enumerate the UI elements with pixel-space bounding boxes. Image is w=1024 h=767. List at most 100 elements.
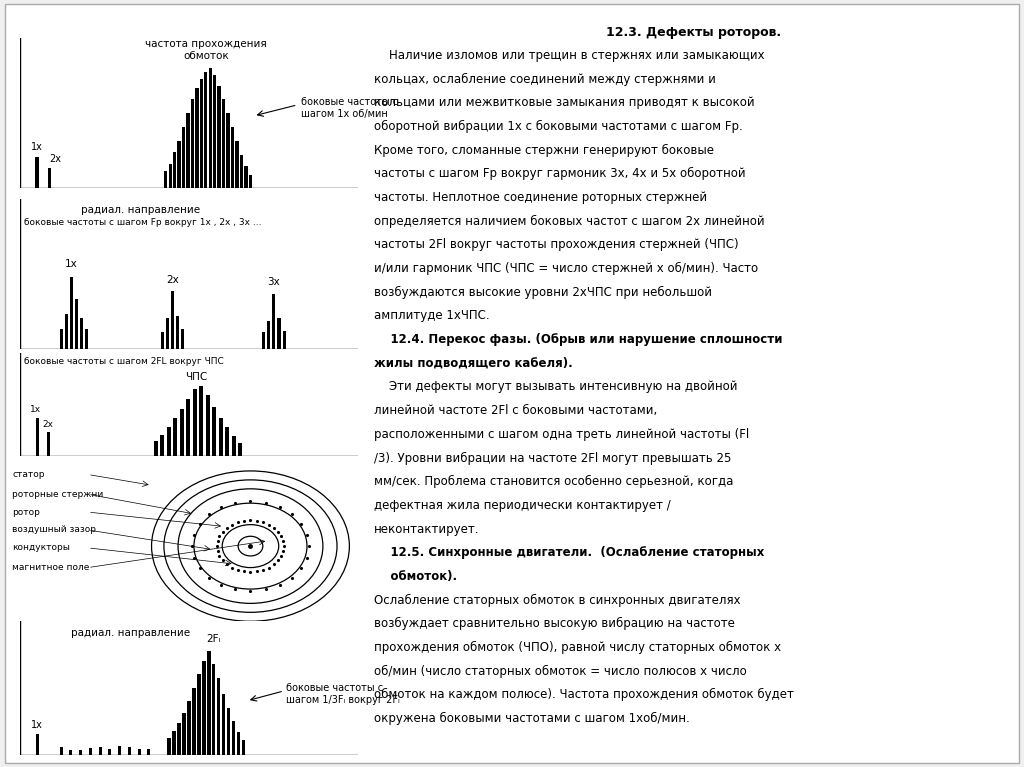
Bar — [154, 441, 158, 456]
Bar — [80, 318, 83, 349]
Bar — [225, 427, 229, 456]
Bar — [167, 427, 171, 456]
Bar — [172, 731, 176, 755]
Text: кольцах, ослабление соединений между стержнями и: кольцах, ослабление соединений между сте… — [374, 73, 716, 86]
Bar — [85, 329, 88, 349]
Bar — [240, 155, 243, 188]
Bar — [186, 113, 189, 188]
Text: возбуждает сравнительно высокую вибрацию на частоте: возбуждает сравнительно высокую вибрацию… — [374, 617, 734, 630]
Text: неконтактирует.: неконтактирует. — [374, 522, 479, 535]
Bar — [217, 678, 220, 755]
Bar — [173, 418, 177, 456]
Text: оборотной вибрации 1х с боковыми частотами с шагом Fp.: оборотной вибрации 1х с боковыми частота… — [374, 120, 742, 133]
Bar — [147, 749, 151, 755]
Bar — [186, 399, 190, 456]
Bar — [173, 153, 176, 188]
Bar — [177, 723, 181, 755]
Text: 1х: 1х — [32, 719, 43, 729]
Bar — [226, 113, 229, 188]
Text: 2х: 2х — [166, 275, 179, 285]
Bar — [128, 747, 131, 755]
Text: расположенными с шагом одна треть линейной частоты (Fl: расположенными с шагом одна треть линейн… — [374, 428, 749, 441]
Text: ротор: ротор — [12, 508, 40, 517]
Text: 12.5. Синхронные двигатели.  (Ослабление статорных: 12.5. Синхронные двигатели. (Ослабление … — [374, 546, 764, 559]
Text: боковые частоты с шагом Fp вокруг 1х , 2х , 3х ...: боковые частоты с шагом Fp вокруг 1х , 2… — [24, 219, 261, 227]
Text: и/или гармоник ЧПС (ЧПС = число стержней х об/мин). Часто: и/или гармоник ЧПС (ЧПС = число стержней… — [374, 262, 758, 275]
Bar — [70, 750, 73, 755]
Text: 3х: 3х — [267, 277, 281, 287]
Bar — [193, 389, 197, 456]
Text: 12.4. Перекос фазы. (Обрыв или нарушение сплошности: 12.4. Перекос фазы. (Обрыв или нарушение… — [374, 333, 782, 346]
Bar — [59, 747, 62, 755]
Bar — [193, 688, 196, 755]
Bar — [161, 332, 164, 349]
Bar — [267, 321, 270, 349]
Text: воздушный зазор: воздушный зазор — [12, 525, 96, 535]
Ellipse shape — [239, 536, 263, 556]
Text: роторные стержни: роторные стержни — [12, 489, 103, 499]
Bar — [36, 418, 39, 456]
Text: радиал. направление: радиал. направление — [72, 628, 190, 638]
Bar — [59, 329, 62, 349]
Bar — [98, 747, 101, 755]
FancyBboxPatch shape — [5, 4, 1019, 763]
Text: линейной частоте 2Fl с боковыми частотами,: линейной частоте 2Fl с боковыми частотам… — [374, 404, 657, 417]
Bar — [160, 435, 164, 456]
Bar — [182, 127, 185, 188]
Bar — [47, 432, 49, 456]
Bar — [89, 749, 92, 755]
Bar — [212, 407, 216, 456]
Bar — [137, 749, 140, 755]
Text: определяется наличием боковых частот с шагом 2х линейной: определяется наличием боковых частот с ш… — [374, 215, 764, 228]
Text: кольцами или межвитковые замыкания приводят к высокой: кольцами или межвитковые замыкания приво… — [374, 97, 755, 110]
Bar — [207, 651, 211, 755]
Bar — [36, 733, 39, 755]
Text: амплитуде 1хЧПС.: амплитуде 1хЧПС. — [374, 309, 489, 322]
Text: 1х: 1х — [65, 259, 78, 269]
Text: боковые частоты с
шагом 1/3Fₗ вокруг 2Fₗ: боковые частоты с шагом 1/3Fₗ вокруг 2Fₗ — [286, 683, 399, 705]
Text: об/мин (число статорных обмоток = число полюсов х число: об/мин (число статорных обмоток = число … — [374, 665, 746, 678]
Bar — [198, 674, 201, 755]
Bar — [236, 141, 239, 188]
Bar — [204, 71, 208, 188]
Bar — [168, 738, 171, 755]
Text: обмоток).: обмоток). — [374, 570, 457, 583]
Text: прохождения обмоток (ЧПО), равной числу статорных обмоток х: прохождения обмоток (ЧПО), равной числу … — [374, 641, 781, 654]
Bar — [36, 157, 39, 188]
Text: ЧПС: ЧПС — [185, 372, 207, 382]
Bar — [230, 127, 234, 188]
Bar — [278, 318, 281, 349]
Bar — [206, 395, 210, 456]
Bar — [176, 316, 179, 349]
Text: мм/сек. Проблема становится особенно серьезной, когда: мм/сек. Проблема становится особенно сер… — [374, 476, 733, 489]
Bar — [75, 299, 78, 349]
Bar — [244, 166, 248, 188]
Bar — [164, 171, 168, 188]
Bar — [200, 79, 203, 188]
Bar — [239, 443, 242, 456]
Bar — [196, 88, 199, 188]
Text: частоты 2Fl вокруг частоты прохождения стержней (ЧПС): частоты 2Fl вокруг частоты прохождения с… — [374, 239, 738, 252]
Text: Эти дефекты могут вызывать интенсивную на двойной: Эти дефекты могут вызывать интенсивную н… — [374, 380, 737, 393]
Bar — [212, 664, 215, 755]
Bar — [202, 661, 206, 755]
Text: дефектная жила периодически контактирует /: дефектная жила периодически контактирует… — [374, 499, 671, 512]
Bar — [190, 99, 195, 188]
Bar — [262, 332, 265, 349]
Text: кондукторы: кондукторы — [12, 543, 70, 552]
Bar — [283, 331, 286, 349]
Bar — [199, 386, 203, 456]
Bar — [171, 291, 174, 349]
Bar — [47, 168, 51, 188]
Text: 2х: 2х — [49, 153, 61, 163]
Bar — [213, 75, 216, 188]
Bar — [70, 277, 73, 349]
Bar — [177, 141, 181, 188]
Bar — [118, 746, 121, 755]
Bar — [187, 701, 190, 755]
Text: /3). Уровни вибрации на частоте 2Fl могут превышать 25: /3). Уровни вибрации на частоте 2Fl могу… — [374, 452, 731, 465]
Bar — [182, 713, 185, 755]
Text: статор: статор — [12, 470, 44, 479]
Bar — [237, 732, 241, 755]
Bar — [169, 163, 172, 188]
